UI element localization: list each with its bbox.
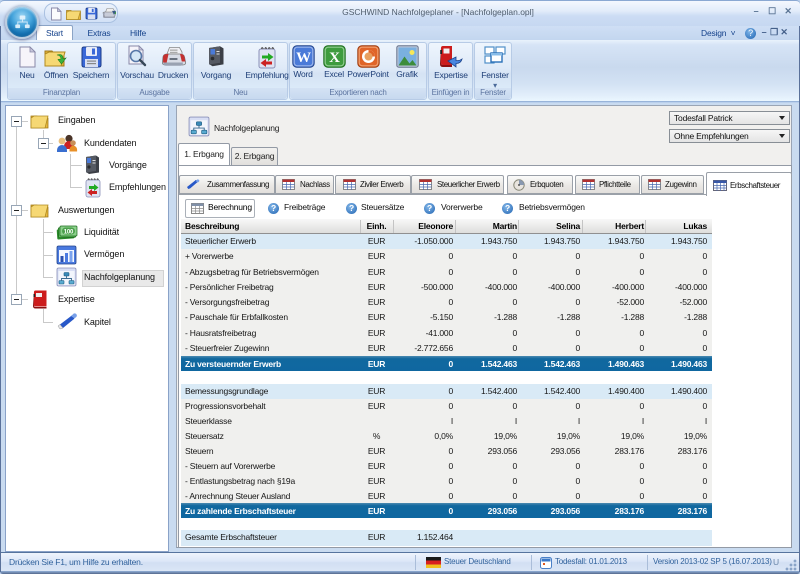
svg-text:W: W (296, 50, 311, 66)
svg-text:X: X (329, 50, 340, 66)
svg-text:100: 100 (64, 230, 74, 236)
